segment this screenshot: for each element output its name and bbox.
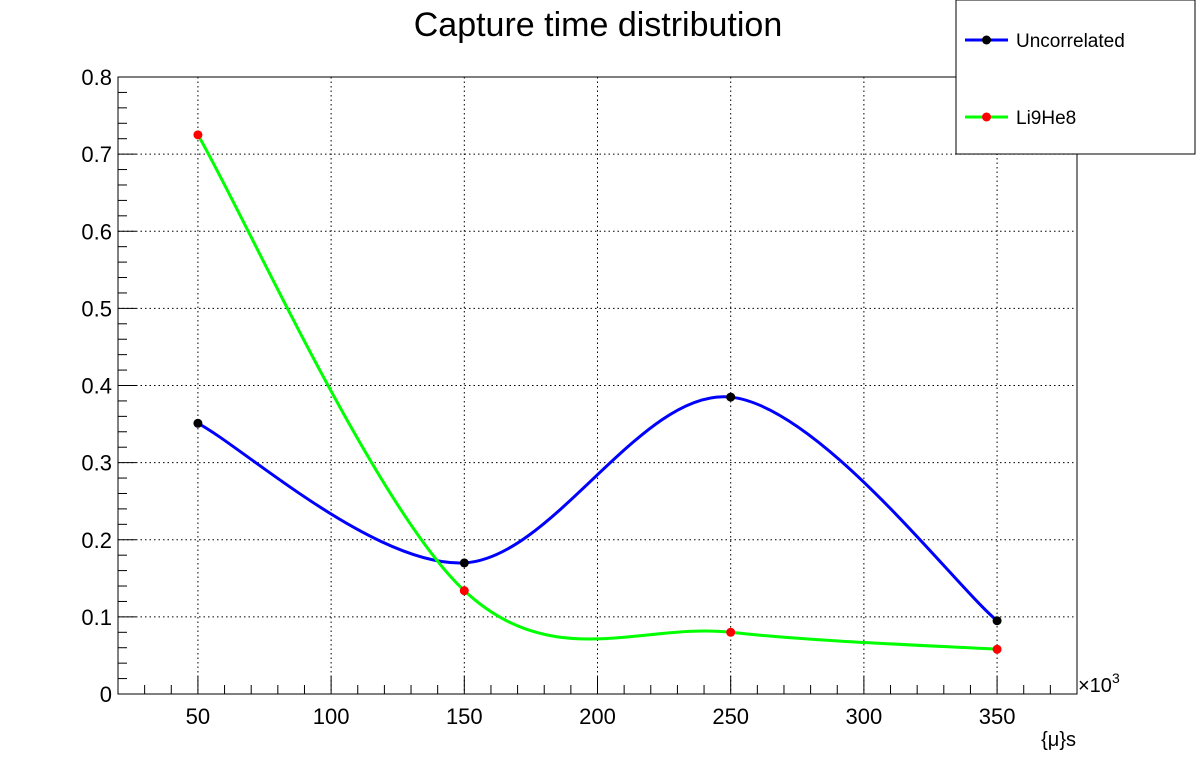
y-tick-label: 0.2 [81,528,112,553]
data-point [459,558,469,568]
y-tick-label: 0.1 [81,605,112,630]
data-point [193,130,203,140]
x-tick-label: 250 [712,704,749,729]
grid [118,76,1077,694]
data-point [193,418,203,428]
series-line-1 [196,134,998,651]
x-tick-label: 300 [846,704,883,729]
x-tick-label: 50 [186,704,210,729]
y-tick-label: 0 [100,682,112,707]
legend-marker [982,35,991,45]
series-line-0 [197,395,999,622]
y-tick-label: 0.5 [81,296,112,321]
data-point [992,616,1002,626]
chart-title: Capture time distribution [414,6,783,44]
data-point [726,392,736,402]
y-tick-label: 0.6 [81,219,112,244]
legend: Uncorrelated Li9He8 [955,0,1196,155]
x-tick-label: 100 [313,704,350,729]
legend-label: Li9He8 [1016,108,1076,129]
data-point [726,627,736,637]
y-tick-label: 0.3 [81,451,112,476]
x-axis-exponent-power: 3 [1112,670,1120,686]
y-tick-label: 0.4 [81,374,112,399]
series-layer [193,130,1002,654]
x-axis-label: {μ}s [1041,729,1076,751]
y-tick-label: 0.7 [81,142,112,167]
x-tick-label: 200 [579,704,616,729]
data-point [459,586,469,596]
legend-box [955,0,1196,155]
y-tick-label: 0.8 [81,65,112,90]
x-axis-exponent: ×103 [1078,670,1120,697]
legend-marker [982,112,991,122]
x-tick-label: 350 [979,704,1016,729]
x-axis-exponent-base: ×10 [1078,675,1112,697]
axes: 50 100 150 200 250 300 350 0 0.1 0.2 0.3 0.4 0.5 0.6 0… [81,65,1078,729]
legend-label: Uncorrelated [1016,31,1125,52]
data-point [992,644,1002,654]
x-tick-label: 150 [446,704,483,729]
